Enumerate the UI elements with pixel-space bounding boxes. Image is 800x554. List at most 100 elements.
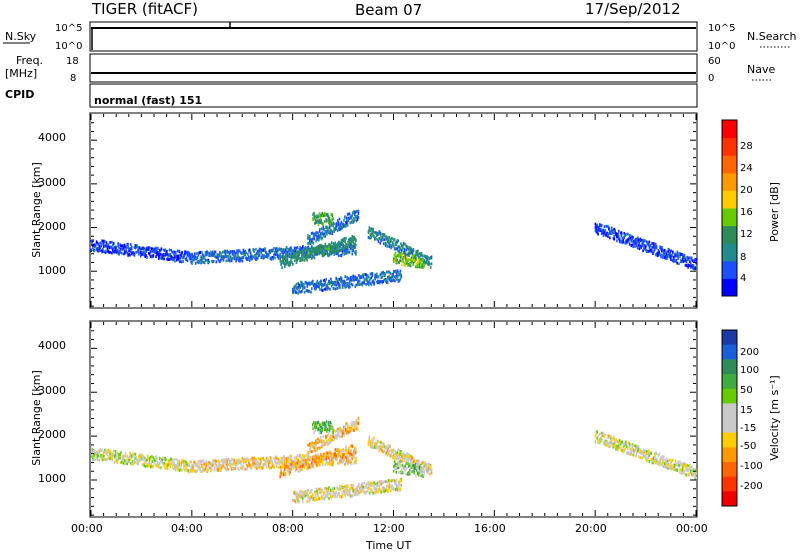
- velocity-data-point: [314, 460, 317, 464]
- power-data-point: [385, 243, 388, 247]
- velocity-data-point: [333, 453, 336, 456]
- velocity-data-point: [319, 456, 322, 460]
- velocity-data-point: [367, 481, 370, 485]
- velocity-data-point: [198, 464, 201, 468]
- power-data-point: [608, 226, 610, 230]
- power-data-point: [402, 256, 405, 259]
- power-data-point: [659, 253, 661, 257]
- power-data-point: [240, 252, 243, 256]
- velocity-data-point: [329, 451, 332, 455]
- velocity-data-point: [353, 492, 356, 496]
- velocity-data-point: [322, 496, 325, 500]
- velocity-data-point: [350, 444, 353, 448]
- power-data-point: [229, 259, 231, 263]
- power-data-point: [429, 266, 432, 269]
- velocity-data-point: [400, 452, 402, 456]
- velocity-data-point: [219, 469, 221, 472]
- power-data-point: [411, 252, 414, 256]
- power-data-point: [214, 255, 217, 259]
- power-data-point: [367, 274, 369, 278]
- power-data-point: [317, 249, 319, 253]
- velocity-data-point: [346, 458, 348, 462]
- power-data-point: [228, 258, 230, 261]
- velocity-data-point: [254, 462, 256, 466]
- power-data-point: [335, 244, 337, 248]
- power-data-point: [192, 258, 194, 262]
- velocity-data-point: [408, 472, 411, 476]
- power-data-point: [127, 253, 129, 257]
- power-data-point: [400, 253, 402, 257]
- power-data-point: [298, 250, 300, 254]
- power-data-point: [102, 247, 104, 251]
- power-data-point: [655, 252, 658, 256]
- power-data-point: [327, 286, 329, 290]
- power-data-point: [667, 253, 670, 257]
- velocity-data-point: [166, 467, 169, 471]
- power-data-point: [408, 253, 410, 257]
- velocity-data-point: [429, 464, 432, 468]
- power-data-point: [377, 280, 380, 284]
- power-data-point: [343, 279, 346, 283]
- power-data-point: [330, 246, 333, 249]
- power-data-point: [281, 266, 283, 270]
- velocity-data-point: [238, 468, 240, 472]
- velocity-data-point: [346, 455, 348, 459]
- power-data-point: [650, 250, 652, 254]
- velocity-data-point: [133, 460, 136, 464]
- power-data-point: [179, 253, 182, 257]
- velocity-data-point: [318, 456, 320, 460]
- velocity-data-point: [351, 420, 353, 424]
- power-data-point: [313, 237, 316, 241]
- velocity-data-point: [344, 462, 346, 466]
- power-data-point: [285, 245, 288, 249]
- velocity-data-point: [283, 473, 285, 477]
- power-data-point: [135, 245, 138, 249]
- power-data-point: [94, 248, 96, 252]
- power-data-point: [93, 249, 95, 253]
- velocity-data-point: [353, 456, 355, 459]
- velocity-data-point: [671, 467, 674, 471]
- velocity-data-point: [339, 459, 342, 462]
- velocity-data-point: [288, 471, 291, 475]
- velocity-data-point: [367, 485, 370, 488]
- power-data-point: [354, 210, 356, 214]
- power-data-point: [636, 246, 639, 250]
- velocity-data-point: [302, 456, 305, 460]
- velocity-data-point: [342, 453, 345, 456]
- velocity-data-point: [320, 426, 323, 430]
- power-data-point: [343, 252, 345, 256]
- power-data-point: [356, 276, 358, 280]
- power-data-point: [186, 259, 189, 263]
- velocity-data-point: [675, 462, 678, 466]
- power-data-point: [656, 251, 659, 255]
- power-data-point: [641, 239, 643, 242]
- power-data-point: [370, 283, 373, 287]
- power-data-point: [156, 248, 158, 252]
- power-data-point: [347, 242, 350, 246]
- power-data-point: [203, 256, 206, 259]
- velocity-data-point: [301, 453, 304, 457]
- power-data-point: [367, 236, 370, 239]
- power-data-point: [174, 250, 176, 254]
- velocity-data-point: [381, 449, 383, 452]
- power-data-point: [339, 276, 342, 280]
- power-data-point: [229, 256, 231, 260]
- velocity-data-point: [143, 455, 146, 459]
- power-data-point: [687, 258, 689, 262]
- power-data-point: [242, 250, 245, 254]
- velocity-data-point: [300, 494, 302, 498]
- velocity-data-point: [616, 444, 618, 448]
- power-data-point: [598, 227, 600, 231]
- power-data-point: [397, 239, 400, 243]
- velocity-data-point: [345, 487, 347, 491]
- power-data-point: [319, 250, 321, 253]
- power-data-point: [653, 242, 656, 246]
- power-data-point: [672, 256, 675, 259]
- power-data-point: [111, 246, 113, 250]
- velocity-data-point: [669, 462, 671, 466]
- power-data-point: [331, 218, 334, 221]
- power-data-point: [337, 254, 340, 258]
- power-data-point: [384, 274, 386, 277]
- power-data-point: [376, 279, 379, 283]
- power-data-point: [331, 244, 334, 248]
